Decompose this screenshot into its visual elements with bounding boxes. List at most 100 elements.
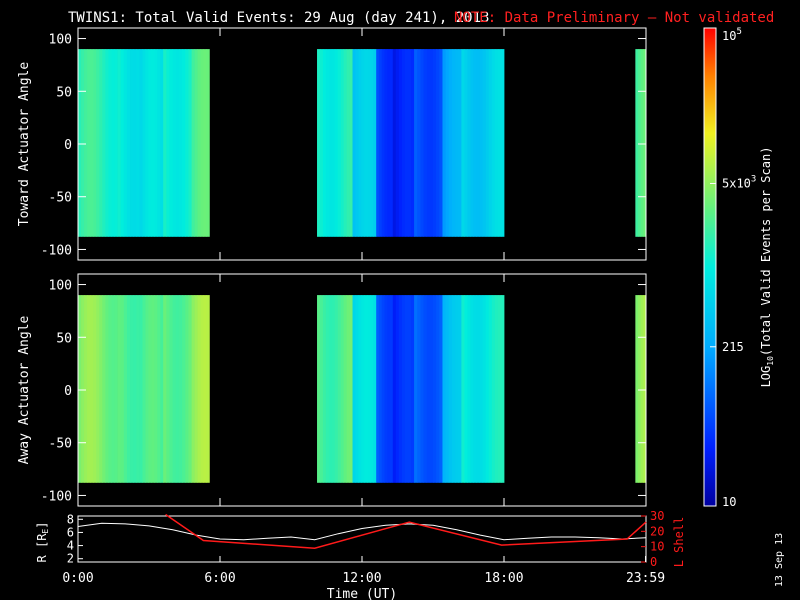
- heatmap-cell: [108, 49, 112, 237]
- heatmap-cell: [470, 49, 474, 237]
- heatmap-cell: [328, 49, 333, 237]
- ytick-label: -50: [49, 437, 72, 452]
- heatmap-cell: [346, 295, 350, 483]
- heatmap-cell: [188, 295, 192, 483]
- heatmap-cell: [123, 295, 128, 483]
- heatmap-cell: [334, 49, 339, 237]
- heatmap-cell: [178, 295, 183, 483]
- away-angle-panel: 100 50 0 -50 -100 Away Actuator Angle: [17, 273, 647, 507]
- heatmap-cell: [373, 295, 377, 483]
- heatmap-cell: [182, 295, 186, 483]
- date-stamp: 13 Sep 13: [774, 533, 785, 587]
- heatmap-cell: [404, 49, 409, 237]
- ytick-label: 50: [56, 331, 72, 346]
- heatmap-cell: [461, 295, 465, 483]
- heatmap-cell: [349, 49, 353, 237]
- heatmap-cell: [355, 49, 359, 237]
- heatmap-cell: [203, 49, 207, 237]
- heatmap-cell: [349, 295, 353, 483]
- heatmap-cell: [343, 295, 348, 483]
- heatmap-cell: [392, 49, 397, 237]
- ytick-label: 100: [49, 279, 72, 294]
- heatmap-cell: [638, 49, 642, 237]
- heatmap-cell: [420, 49, 424, 237]
- heatmap-cell: [154, 295, 158, 483]
- heatmap-cell: [451, 295, 456, 483]
- heatmap-cell: [160, 295, 164, 483]
- heatmap-cell: [458, 295, 462, 483]
- heatmap-cell: [319, 49, 324, 237]
- heatmap-cell: [500, 295, 505, 483]
- lshell-ylabel: L Shell: [672, 517, 686, 568]
- heatmap-cell: [370, 295, 374, 483]
- colorbar-label: LOG10(Total Valid Events per Scan): [759, 147, 775, 388]
- heatmap-cell: [148, 295, 152, 483]
- heatmap-cell: [473, 49, 478, 237]
- heatmap-cell: [429, 295, 434, 483]
- colorbar: 10 215 5x103 105 LOG10(Total Valid Events p…: [703, 27, 775, 509]
- heatmap-cell: [157, 49, 161, 237]
- heatmap-cell: [464, 49, 468, 237]
- heatmap-cell: [476, 295, 481, 483]
- heatmap-cell: [93, 295, 97, 483]
- heatmap-cell: [337, 295, 342, 483]
- heatmap-cell: [390, 49, 394, 237]
- heatmap-cell: [145, 295, 149, 483]
- heatmap-cell: [185, 295, 189, 483]
- away-ylabel: Away Actuator Angle: [17, 315, 32, 464]
- heatmap-cell: [194, 49, 198, 237]
- lshell-ytick-label: 30: [650, 509, 664, 523]
- heatmap-cell: [343, 49, 348, 237]
- heatmap-cell: [172, 295, 177, 483]
- heatmap-cell: [322, 49, 327, 237]
- heatmap-cell: [334, 295, 339, 483]
- radius-ylabel: R [RE]: [35, 522, 50, 563]
- ytick-label: -50: [49, 191, 72, 206]
- heatmap-cell: [407, 295, 412, 483]
- heatmap-cell: [317, 295, 321, 483]
- heatmap-cell: [114, 295, 118, 483]
- radius-ytick-label: 2: [67, 552, 74, 566]
- heatmap-cell: [455, 295, 459, 483]
- colorbar-tick-label: 105: [722, 27, 742, 43]
- heatmap-cell: [81, 49, 85, 237]
- heatmap-cell: [136, 49, 140, 237]
- heatmap-cell: [500, 49, 505, 237]
- heatmap-cell: [166, 295, 170, 483]
- heatmap-cell: [185, 49, 189, 237]
- ytick-label: -100: [41, 243, 72, 258]
- heatmap-cell: [172, 49, 177, 237]
- heatmap-cell: [417, 295, 421, 483]
- heatmap-cell: [325, 295, 330, 483]
- heatmap-cell: [148, 49, 152, 237]
- heatmap-cell: [485, 295, 490, 483]
- heatmap-cell: [423, 295, 428, 483]
- heatmap-cell: [328, 295, 333, 483]
- heatmap-cell: [643, 49, 647, 237]
- heatmap-cell: [105, 49, 109, 237]
- ytick-label: 0: [64, 384, 72, 399]
- heatmap-cell: [197, 49, 201, 237]
- heatmap-cell: [494, 295, 499, 483]
- heatmap-cell: [433, 49, 437, 237]
- heatmap-cell: [479, 49, 484, 237]
- heatmap-cell: [151, 295, 155, 483]
- radius-ytick-label: 8: [67, 512, 74, 526]
- heatmap-cell: [191, 49, 195, 237]
- toward-angle-panel: 100 50 0 -50 -100 Toward Actuator Angle: [17, 27, 647, 261]
- heatmap-cell: [105, 295, 109, 483]
- heatmap-cell: [494, 49, 499, 237]
- toward-heatmap-data: [78, 49, 647, 237]
- heatmap-cell: [203, 295, 207, 483]
- heatmap-cell: [136, 295, 140, 483]
- heatmap-cell: [497, 49, 502, 237]
- heatmap-cell: [108, 295, 112, 483]
- heatmap-cell: [175, 49, 180, 237]
- time-xlabel: Time (UT): [327, 587, 397, 600]
- heatmap-cell: [458, 49, 462, 237]
- heatmap-cell: [317, 49, 321, 237]
- heatmap-cell: [194, 295, 198, 483]
- ytick-label: 0: [64, 138, 72, 153]
- heatmap-cell: [331, 49, 336, 237]
